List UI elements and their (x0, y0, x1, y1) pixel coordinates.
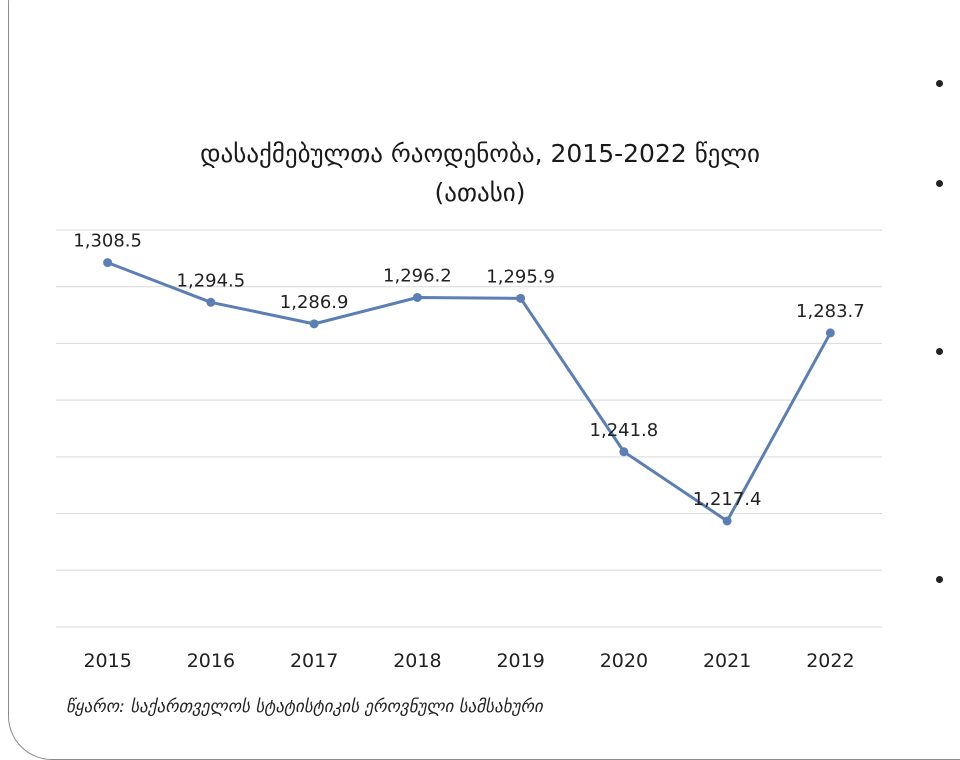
line-chart: 1,308.5 1,294.5 1,286.9 1,296.2 1,295.9 1,241… (56, 229, 882, 672)
data-label: 1,296.2 (383, 265, 452, 286)
x-tick-label: 2016 (187, 650, 235, 672)
data-point (825, 328, 835, 338)
series-line (107, 261, 832, 523)
bullet-marker (936, 180, 943, 187)
data-point (206, 297, 216, 307)
data-label: 1,286.9 (280, 292, 349, 313)
slide-card (8, 0, 960, 760)
data-point (722, 516, 732, 526)
chart-subtitle: (ათასი) (434, 178, 526, 207)
chart-title: დასაქმებულთა რაოდენობა, 2015-2022 წელი (200, 139, 760, 168)
data-point (103, 258, 113, 268)
x-tick-label: 2021 (703, 650, 751, 672)
x-tick-label: 2018 (393, 650, 441, 672)
source-note: წყარო: საქართველოს სტატისტიკის ეროვნული … (66, 697, 543, 717)
x-tick-label: 2015 (83, 650, 131, 672)
data-point (309, 319, 319, 329)
data-label: 1,294.5 (177, 270, 246, 291)
data-point (516, 293, 526, 303)
bullet-marker (936, 348, 943, 355)
x-tick-label: 2017 (290, 650, 338, 672)
x-tick-label: 2019 (496, 650, 544, 672)
data-label: 1,283.7 (796, 301, 865, 322)
data-point (412, 292, 422, 302)
bullet-marker (936, 576, 943, 583)
data-label: 1,308.5 (73, 231, 142, 252)
data-point (619, 447, 629, 457)
data-label: 1,217.4 (693, 489, 762, 510)
x-tick-label: 2020 (600, 650, 648, 672)
data-label: 1,295.9 (486, 266, 555, 287)
bullet-marker (936, 80, 943, 87)
data-label: 1,241.8 (590, 420, 659, 441)
x-tick-label: 2022 (806, 650, 854, 672)
